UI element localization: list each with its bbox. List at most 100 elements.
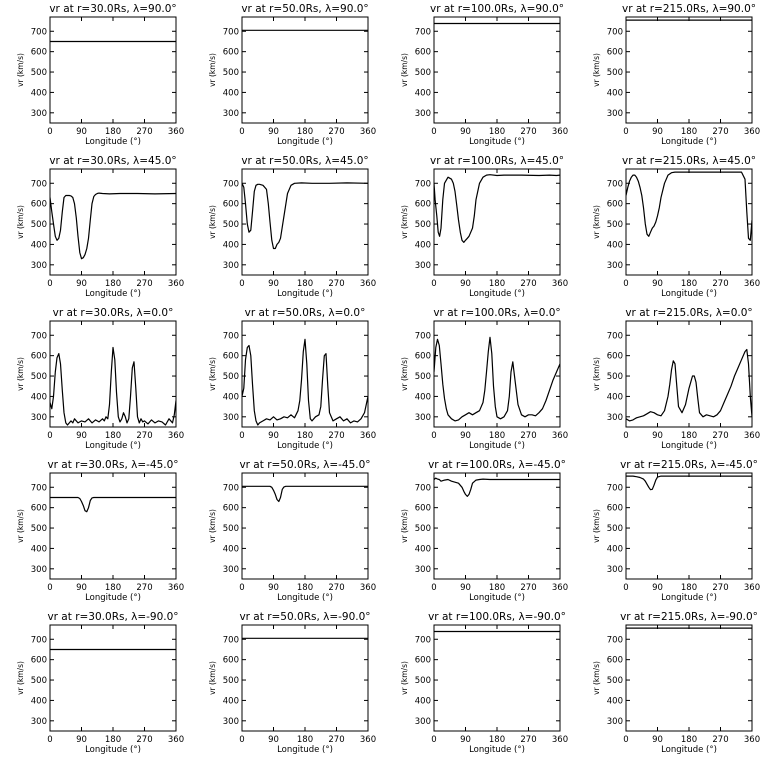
plot-frame <box>433 624 561 732</box>
y-tick-label: 400 <box>223 696 239 706</box>
x-tick-label: 180 <box>489 583 505 593</box>
x-axis-label: Longitude (°) <box>469 593 525 603</box>
y-tick-label: 500 <box>223 68 239 78</box>
x-tick-label: 0 <box>431 735 436 745</box>
y-tick-label: 700 <box>607 331 623 341</box>
y-tick-label: 700 <box>223 635 239 645</box>
y-axis-label: vr (km/s) <box>16 53 25 87</box>
x-axis-label: Longitude (°) <box>85 441 141 451</box>
plot-frame <box>49 320 177 428</box>
vr-series-line <box>242 338 368 426</box>
x-tick-label: 90 <box>76 583 87 593</box>
y-tick-label: 600 <box>31 200 47 210</box>
chart-panel: vr at r=30.0Rs, λ=45.0° 0 90 180 270 360 300 40… <box>16 155 184 299</box>
y-tick-label: 400 <box>415 240 431 250</box>
vr-series-line <box>434 174 560 243</box>
x-tick-label: 270 <box>328 431 344 441</box>
x-tick-label: 90 <box>460 431 471 441</box>
y-tick-label: 700 <box>31 179 47 189</box>
x-tick-label: 270 <box>712 279 728 289</box>
y-tick-label: 300 <box>223 261 239 271</box>
x-tick-label: 360 <box>744 583 760 593</box>
x-tick-label: 180 <box>489 279 505 289</box>
plot-frame <box>49 624 177 732</box>
plot-frame <box>241 320 369 428</box>
panel-title: vr at r=215.0Rs, λ=45.0° <box>622 155 756 167</box>
x-tick-label: 90 <box>76 431 87 441</box>
x-tick-label: 90 <box>460 127 471 137</box>
chart-panel: vr at r=215.0Rs, λ=-45.0° 0 90 180 270 360 300… <box>592 459 760 603</box>
x-tick-label: 0 <box>47 583 52 593</box>
y-axis-label: vr (km/s) <box>400 661 409 695</box>
chart-panel: vr at r=50.0Rs, λ=90.0° 0 90 180 270 360 300 40… <box>208 3 376 147</box>
y-tick-label: 300 <box>223 109 239 119</box>
y-tick-label: 400 <box>31 88 47 98</box>
y-axis-label: vr (km/s) <box>592 357 601 391</box>
x-tick-label: 180 <box>489 431 505 441</box>
x-tick-label: 360 <box>360 735 376 745</box>
x-tick-label: 90 <box>652 279 663 289</box>
x-axis-label: Longitude (°) <box>661 593 717 603</box>
x-tick-label: 270 <box>712 431 728 441</box>
x-tick-label: 0 <box>239 279 244 289</box>
y-tick-label: 500 <box>607 68 623 78</box>
plot-frame <box>433 168 561 276</box>
x-axis-label: Longitude (°) <box>469 137 525 147</box>
x-tick-label: 0 <box>239 431 244 441</box>
x-tick-label: 180 <box>681 735 697 745</box>
x-tick-label: 0 <box>623 127 628 137</box>
x-tick-label: 270 <box>520 127 536 137</box>
x-axis-label: Longitude (°) <box>469 745 525 755</box>
vr-series-line <box>626 475 752 491</box>
x-tick-label: 0 <box>431 583 436 593</box>
y-tick-label: 400 <box>607 392 623 402</box>
y-axis-label: vr (km/s) <box>592 509 601 543</box>
y-tick-label: 600 <box>607 200 623 210</box>
chart-panel: vr at r=30.0Rs, λ=0.0° 0 90 180 270 360 300 400… <box>16 307 184 451</box>
vr-series-line <box>50 192 176 260</box>
y-tick-label: 600 <box>415 200 431 210</box>
y-axis-label: vr (km/s) <box>16 205 25 239</box>
x-tick-label: 90 <box>652 127 663 137</box>
x-tick-label: 270 <box>136 735 152 745</box>
y-tick-label: 600 <box>607 48 623 58</box>
y-axis-label: vr (km/s) <box>592 661 601 695</box>
y-tick-label: 500 <box>223 676 239 686</box>
x-tick-label: 270 <box>520 583 536 593</box>
y-tick-label: 600 <box>415 48 431 58</box>
chart-panel: vr at r=50.0Rs, λ=-45.0° 0 90 180 270 360 300 4… <box>208 459 376 603</box>
y-tick-label: 500 <box>415 524 431 534</box>
y-tick-label: 500 <box>607 220 623 230</box>
x-tick-label: 0 <box>47 735 52 745</box>
panel-title: vr at r=215.0Rs, λ=-90.0° <box>620 611 758 623</box>
x-tick-label: 270 <box>328 127 344 137</box>
x-tick-label: 180 <box>681 583 697 593</box>
panel-title: vr at r=50.0Rs, λ=90.0° <box>241 3 368 15</box>
plot-frame <box>625 472 753 580</box>
y-tick-label: 400 <box>223 88 239 98</box>
y-tick-label: 700 <box>607 483 623 493</box>
y-tick-label: 400 <box>223 544 239 554</box>
y-tick-label: 700 <box>415 179 431 189</box>
y-tick-label: 600 <box>31 656 47 666</box>
y-tick-label: 400 <box>415 544 431 554</box>
y-tick-label: 500 <box>31 676 47 686</box>
chart-panel: vr at r=215.0Rs, λ=0.0° 0 90 180 270 360 300 40… <box>592 307 760 451</box>
x-tick-label: 90 <box>76 127 87 137</box>
x-tick-label: 270 <box>136 127 152 137</box>
x-tick-label: 0 <box>623 279 628 289</box>
plot-frame <box>625 624 753 732</box>
panel-title: vr at r=50.0Rs, λ=45.0° <box>241 155 368 167</box>
x-tick-label: 180 <box>105 735 121 745</box>
y-tick-label: 300 <box>31 109 47 119</box>
y-tick-label: 400 <box>415 392 431 402</box>
panel-title: vr at r=30.0Rs, λ=-45.0° <box>47 459 178 471</box>
x-tick-label: 360 <box>552 431 568 441</box>
x-axis-label: Longitude (°) <box>469 441 525 451</box>
x-tick-label: 180 <box>105 279 121 289</box>
y-axis-label: vr (km/s) <box>400 509 409 543</box>
x-tick-label: 180 <box>681 431 697 441</box>
y-tick-label: 700 <box>415 483 431 493</box>
y-tick-label: 400 <box>31 696 47 706</box>
chart-panel: vr at r=100.0Rs, λ=-45.0° 0 90 180 270 360 300… <box>400 459 568 603</box>
